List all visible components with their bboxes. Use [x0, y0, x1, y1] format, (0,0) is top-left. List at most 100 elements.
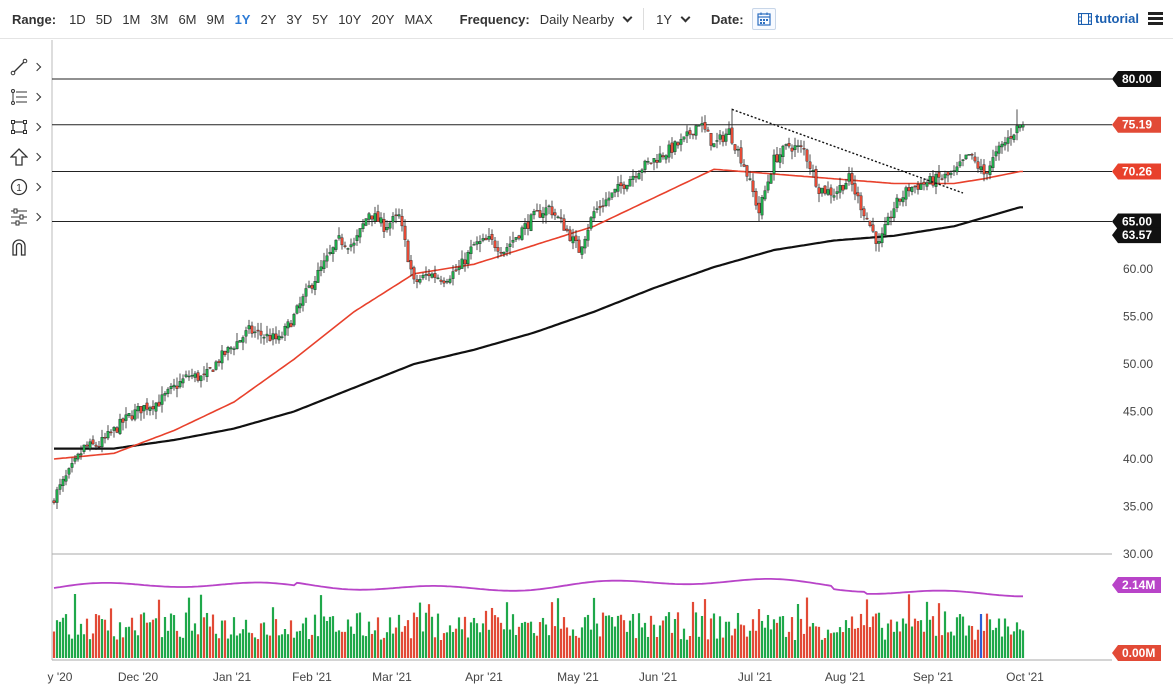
candle [55, 486, 59, 509]
range-6m-button[interactable]: 6M [178, 11, 197, 27]
candle [151, 400, 155, 416]
volume-bar [925, 601, 929, 658]
arrow-tool-button[interactable] [0, 142, 48, 172]
price-tag-75.19: 75.19 [1112, 116, 1161, 133]
hamburger-menu-icon[interactable] [1148, 12, 1163, 25]
volume-bar [802, 633, 806, 658]
candle [769, 172, 773, 184]
volume-bar [949, 631, 953, 658]
price-tag-label: 80.00 [1122, 72, 1152, 86]
range-3m-button[interactable]: 3M [150, 11, 169, 27]
volume-bar [157, 599, 161, 658]
frequency-dropdown[interactable]: Daily Nearby [540, 12, 633, 27]
candle [358, 227, 362, 244]
volume-bar [181, 637, 185, 658]
candle [298, 296, 302, 314]
range-max-button[interactable]: MAX [404, 11, 433, 27]
tutorial-link[interactable]: tutorial [1077, 11, 1139, 26]
range-20y-button[interactable]: 20Y [371, 11, 395, 27]
volume-bar [91, 633, 95, 658]
volume-bar [199, 594, 203, 658]
candle [175, 377, 179, 398]
range-10y-button[interactable]: 10Y [338, 11, 362, 27]
candle [604, 192, 608, 208]
number-marker-button[interactable]: 1 [0, 172, 48, 202]
candle [199, 375, 203, 388]
shape-tool-button[interactable] [0, 112, 48, 142]
trendline [731, 108, 964, 194]
volume-bar [529, 621, 533, 658]
volume-bar [772, 619, 776, 658]
volume-bar [820, 639, 824, 658]
range-5d-button[interactable]: 5D [95, 11, 113, 27]
volume-bar [589, 629, 593, 658]
candle [844, 179, 848, 190]
volume-bar [976, 629, 980, 658]
volume-bar [940, 635, 944, 658]
volume-bar [853, 628, 857, 658]
candle [88, 438, 92, 452]
range-1y-button[interactable]: 1Y [234, 11, 251, 27]
candle [841, 184, 845, 195]
range-1m-button[interactable]: 1M [122, 11, 141, 27]
candle [280, 331, 284, 340]
candle [109, 429, 113, 436]
range-9m-button[interactable]: 9M [206, 11, 225, 27]
candle [982, 159, 986, 182]
volume-bar [160, 637, 164, 658]
range-1d-button[interactable]: 1D [69, 11, 86, 27]
candle [442, 277, 446, 288]
range-5y-button[interactable]: 5Y [312, 11, 329, 27]
volume-bar [610, 617, 614, 658]
volume-bar [361, 635, 365, 658]
candle [58, 478, 62, 495]
volume-bar [832, 632, 836, 658]
candle [163, 391, 167, 402]
volume-bar [232, 617, 236, 658]
y-tick-label: 50.00 [1123, 357, 1153, 371]
volume-bar [874, 613, 878, 658]
line-tool-button[interactable] [0, 52, 48, 82]
candle [571, 228, 575, 250]
volume-bar [808, 626, 812, 658]
volume-bar [196, 634, 200, 658]
volume-bar [454, 628, 458, 658]
magnet-tool-button[interactable] [0, 232, 48, 262]
candle [949, 170, 953, 179]
volume-bar [532, 633, 536, 658]
volume-bar [769, 629, 773, 658]
candle [781, 144, 785, 165]
candle [277, 330, 281, 344]
price-tag-80.00: 80.00 [1112, 71, 1161, 87]
candle [364, 218, 368, 227]
candle [121, 417, 125, 431]
volume-bar [481, 623, 485, 658]
volume-bar [388, 617, 392, 658]
candle [466, 250, 470, 269]
volume-bar [955, 617, 959, 658]
volume-bar [241, 629, 245, 658]
volume-bar [934, 635, 938, 658]
candle [211, 369, 215, 372]
volume-bar [295, 631, 299, 658]
measure-tool-button[interactable] [0, 202, 48, 232]
fib-tool-button[interactable] [0, 82, 48, 112]
volume-bar [220, 620, 224, 658]
candle [229, 345, 233, 355]
candle [79, 445, 83, 460]
volume-bar [904, 623, 908, 658]
drawing-tools: 1 [0, 52, 48, 262]
candle [694, 124, 698, 140]
volume-bar [595, 623, 599, 658]
volume-bar [244, 619, 248, 658]
range-3y-button[interactable]: 3Y [286, 11, 303, 27]
calendar-button[interactable] [751, 8, 776, 30]
candle [514, 236, 518, 243]
candle [184, 370, 188, 379]
candle [730, 108, 734, 145]
period-dropdown[interactable]: 1Y [656, 12, 691, 27]
volume-bar [94, 614, 98, 658]
volume-bar [748, 630, 752, 658]
range-2y-button[interactable]: 2Y [260, 11, 277, 27]
